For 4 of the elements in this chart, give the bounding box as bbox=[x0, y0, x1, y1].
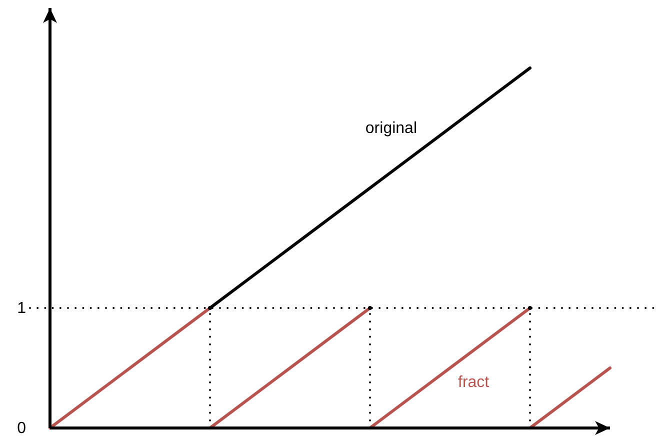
y-tick-label: 0 bbox=[17, 420, 26, 438]
series-label: original bbox=[365, 120, 417, 137]
series-label: fract bbox=[458, 374, 490, 391]
y-tick-label: 1 bbox=[17, 300, 26, 318]
